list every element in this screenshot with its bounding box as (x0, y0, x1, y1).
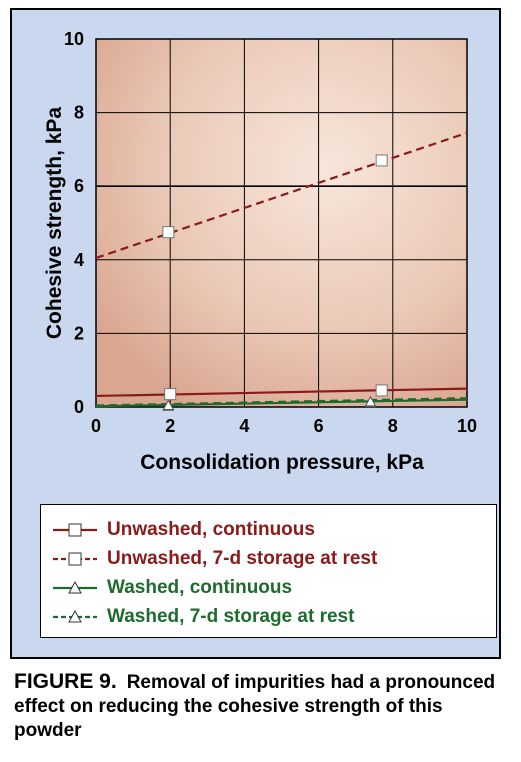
legend-item: Washed, 7-d storage at rest (51, 604, 354, 630)
series-line (95, 387, 468, 398)
series-line (95, 398, 468, 408)
data-point (162, 399, 175, 411)
x-axis-label: Consolidation pressure, kPa (140, 451, 424, 474)
legend-swatch (53, 523, 97, 537)
legend-label: Unwashed, 7-d storage at rest (107, 548, 378, 569)
series-line (95, 131, 468, 260)
data-point (375, 154, 388, 167)
legend-label: Unwashed, continuous (107, 519, 315, 540)
data-point (375, 384, 388, 397)
data-point (162, 226, 175, 239)
legend-label: Washed, 7-d storage at rest (107, 606, 355, 627)
figure-panel: 0 2 4 6 8 10 0 2 4 6 8 10 Consolidation pressure, k… (10, 8, 501, 659)
y-tick-label: 4 (74, 250, 84, 270)
legend-label: Washed, continuous (107, 577, 293, 598)
chart: 0 2 4 6 8 10 0 2 4 6 8 10 Consolidation pressure, k… (43, 29, 477, 474)
legend-swatch (53, 609, 97, 623)
legend-item: Unwashed, continuous (51, 517, 315, 543)
x-tick-label: 4 (239, 416, 249, 436)
x-tick-label: 0 (91, 416, 101, 436)
figure-caption: FIGURE 9. Removal of impurities had a pro… (14, 670, 509, 743)
x-tick-label: 8 (388, 416, 398, 436)
x-tick-label: 10 (457, 416, 477, 436)
legend: Unwashed, continuous Unwashed, 7-d storag… (40, 504, 497, 638)
legend-swatch (53, 580, 97, 594)
y-tick-label: 2 (74, 323, 84, 343)
y-axis-label: Cohesive strength, kPa (43, 107, 66, 340)
y-tick-label: 8 (74, 103, 84, 123)
x-tick-label: 6 (314, 416, 324, 436)
caption-text: Removal of impurities had a pronounced e… (14, 672, 496, 741)
x-tick-label: 2 (165, 416, 175, 436)
legend-item: Washed, continuous (51, 575, 292, 601)
figure-label: FIGURE 9. (14, 670, 117, 693)
legend-item: Unwashed, 7-d storage at rest (51, 546, 377, 572)
y-tick-label: 10 (64, 29, 84, 49)
data-point (164, 388, 177, 401)
plot-area (95, 38, 468, 408)
series-line (95, 397, 468, 407)
y-tick-label: 0 (74, 397, 84, 417)
data-point (364, 395, 377, 407)
y-tick-label: 6 (74, 176, 84, 196)
legend-swatch (53, 552, 97, 566)
